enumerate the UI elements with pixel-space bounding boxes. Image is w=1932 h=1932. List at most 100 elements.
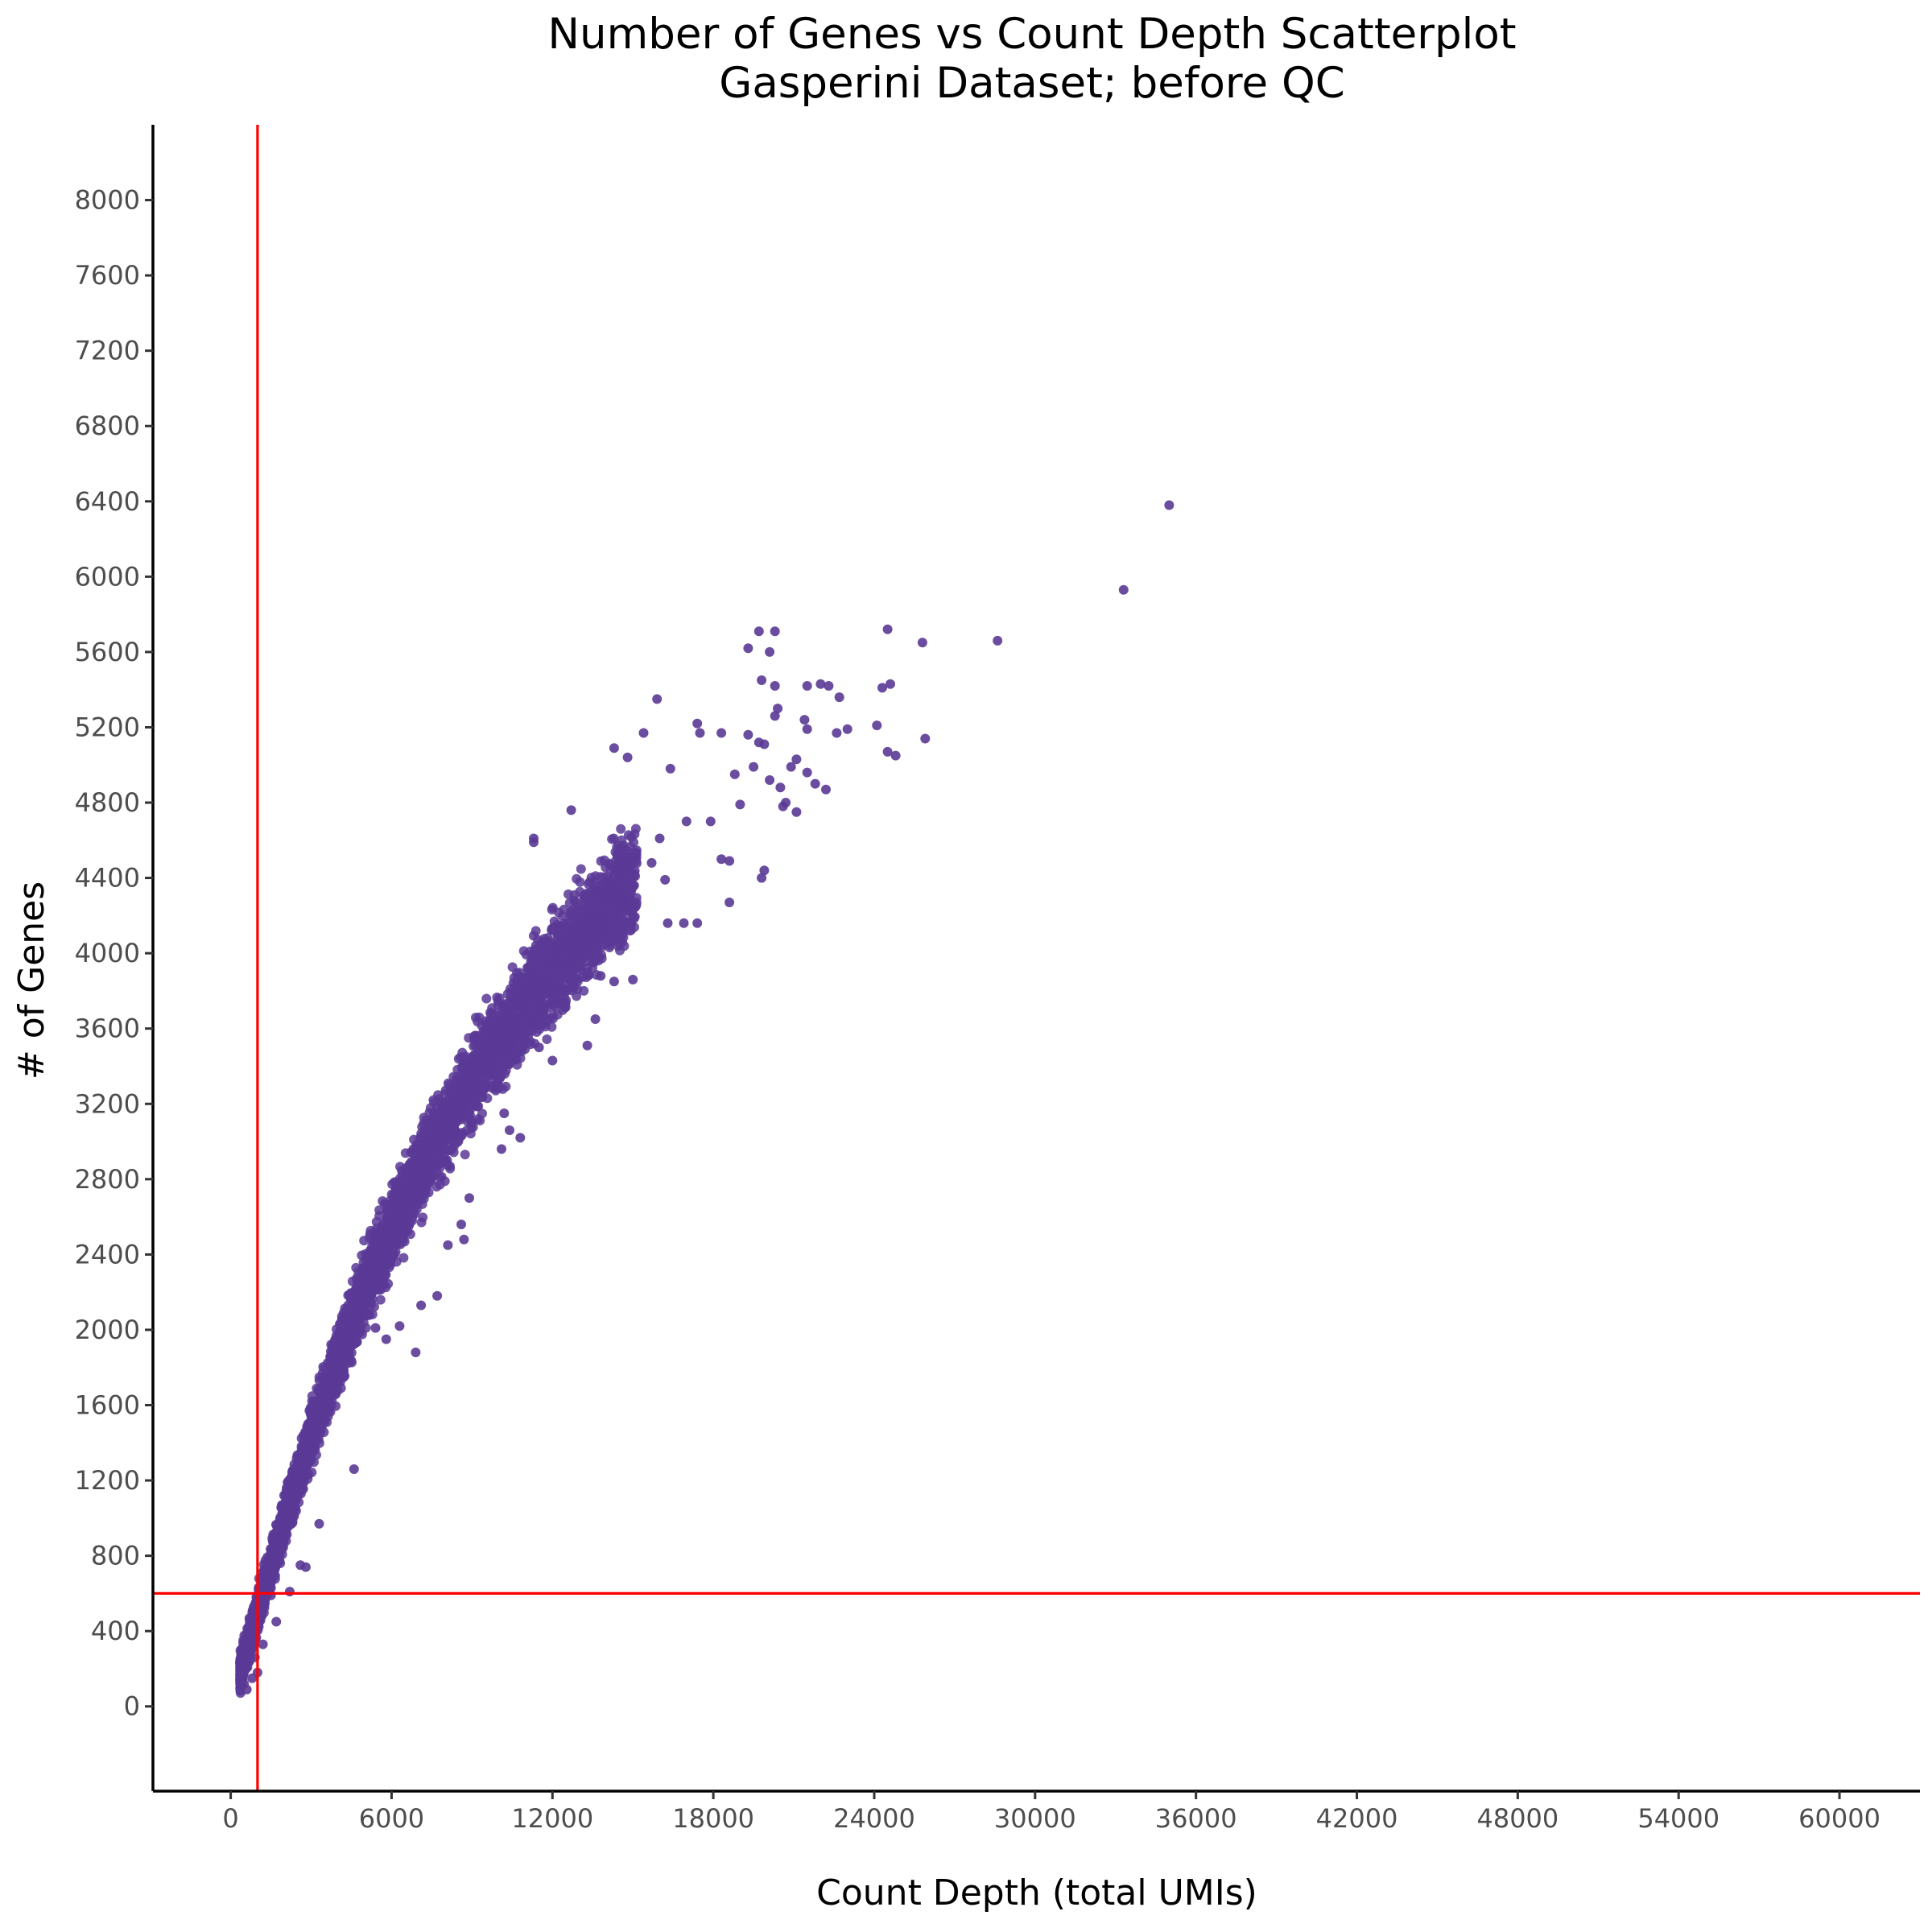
data-point <box>489 1068 499 1079</box>
data-point <box>513 981 523 992</box>
data-point <box>605 943 615 952</box>
data-point <box>592 952 603 963</box>
data-point <box>435 1163 445 1174</box>
data-point <box>557 976 568 986</box>
data-point <box>576 864 586 874</box>
data-point <box>535 1013 545 1024</box>
data-point <box>456 1098 467 1108</box>
data-point <box>429 1097 440 1108</box>
data-point <box>566 978 576 989</box>
data-point <box>409 1203 419 1214</box>
data-point <box>460 1150 470 1160</box>
data-point <box>599 855 609 865</box>
data-point <box>481 1043 491 1054</box>
data-point <box>292 1488 303 1499</box>
data-point <box>552 1009 563 1020</box>
data-point <box>407 1216 417 1226</box>
data-point <box>424 1171 435 1182</box>
data-point <box>571 898 581 908</box>
data-point <box>463 1078 473 1088</box>
data-point <box>511 1044 522 1055</box>
data-point <box>488 1026 497 1037</box>
data-point <box>481 993 492 1004</box>
data-point <box>418 1186 428 1196</box>
data-point <box>597 931 607 942</box>
data-point <box>575 877 585 887</box>
data-point <box>457 1063 468 1074</box>
data-point <box>382 1223 392 1233</box>
data-point <box>473 1101 482 1112</box>
data-point <box>398 1253 409 1263</box>
data-point <box>445 1163 456 1174</box>
data-point <box>338 1349 349 1360</box>
data-point <box>571 925 581 935</box>
data-point <box>626 832 637 842</box>
data-point <box>613 914 622 924</box>
data-point <box>551 991 562 1001</box>
data-point <box>545 1013 555 1024</box>
data-point <box>475 1116 485 1125</box>
data-point <box>542 1034 552 1044</box>
data-point <box>398 1205 409 1216</box>
data-point <box>559 1002 570 1013</box>
data-point <box>487 1003 497 1013</box>
data-point <box>555 968 565 978</box>
data-point <box>444 1080 454 1090</box>
data-point <box>551 958 561 968</box>
data-point <box>605 922 615 932</box>
chart-subtitle: Gasperini Dataset; before QC <box>719 59 1344 108</box>
data-point <box>618 840 629 851</box>
data-point <box>440 1088 450 1099</box>
data-point <box>473 1017 483 1026</box>
data-point <box>497 1084 508 1094</box>
data-point <box>589 939 600 950</box>
data-point <box>530 926 541 936</box>
data-point <box>335 1319 345 1329</box>
data-point <box>452 1115 463 1125</box>
data-point <box>436 1096 447 1107</box>
data-point <box>572 984 583 994</box>
data-point <box>503 1059 514 1069</box>
data-point <box>375 1294 386 1305</box>
data-point <box>371 1216 382 1227</box>
data-point <box>542 943 552 953</box>
data-point <box>475 1050 485 1060</box>
data-point <box>365 1232 375 1243</box>
data-point <box>365 1310 374 1320</box>
data-point <box>569 890 580 900</box>
data-point <box>344 1358 354 1368</box>
data-point <box>519 980 530 991</box>
data-point <box>556 985 566 994</box>
data-point <box>616 824 626 834</box>
data-point <box>396 1235 407 1245</box>
data-point <box>417 1121 427 1132</box>
data-point <box>607 834 617 844</box>
data-point <box>390 1247 401 1257</box>
data-point <box>499 1024 510 1034</box>
data-point <box>586 873 597 883</box>
data-point <box>466 1116 477 1126</box>
points-layer <box>235 500 1174 1699</box>
data-point <box>516 1002 526 1012</box>
data-point <box>415 1171 425 1181</box>
data-point <box>336 1383 346 1393</box>
data-point <box>547 924 558 935</box>
data-point <box>608 873 618 884</box>
data-point <box>378 1245 389 1256</box>
data-point <box>505 1035 515 1046</box>
data-point <box>617 923 628 933</box>
data-point <box>425 1162 436 1173</box>
data-point <box>415 1195 426 1205</box>
data-point <box>518 946 529 956</box>
data-point <box>353 1286 364 1296</box>
data-point <box>512 1059 522 1070</box>
data-point <box>460 1053 470 1063</box>
data-point <box>547 904 557 914</box>
data-point <box>560 932 571 943</box>
data-point <box>559 942 569 952</box>
data-point <box>538 1004 548 1014</box>
chart-title: Number of Genes vs Count Depth Scatterpl… <box>547 10 1516 59</box>
data-point <box>555 922 565 932</box>
data-point <box>392 1180 402 1191</box>
